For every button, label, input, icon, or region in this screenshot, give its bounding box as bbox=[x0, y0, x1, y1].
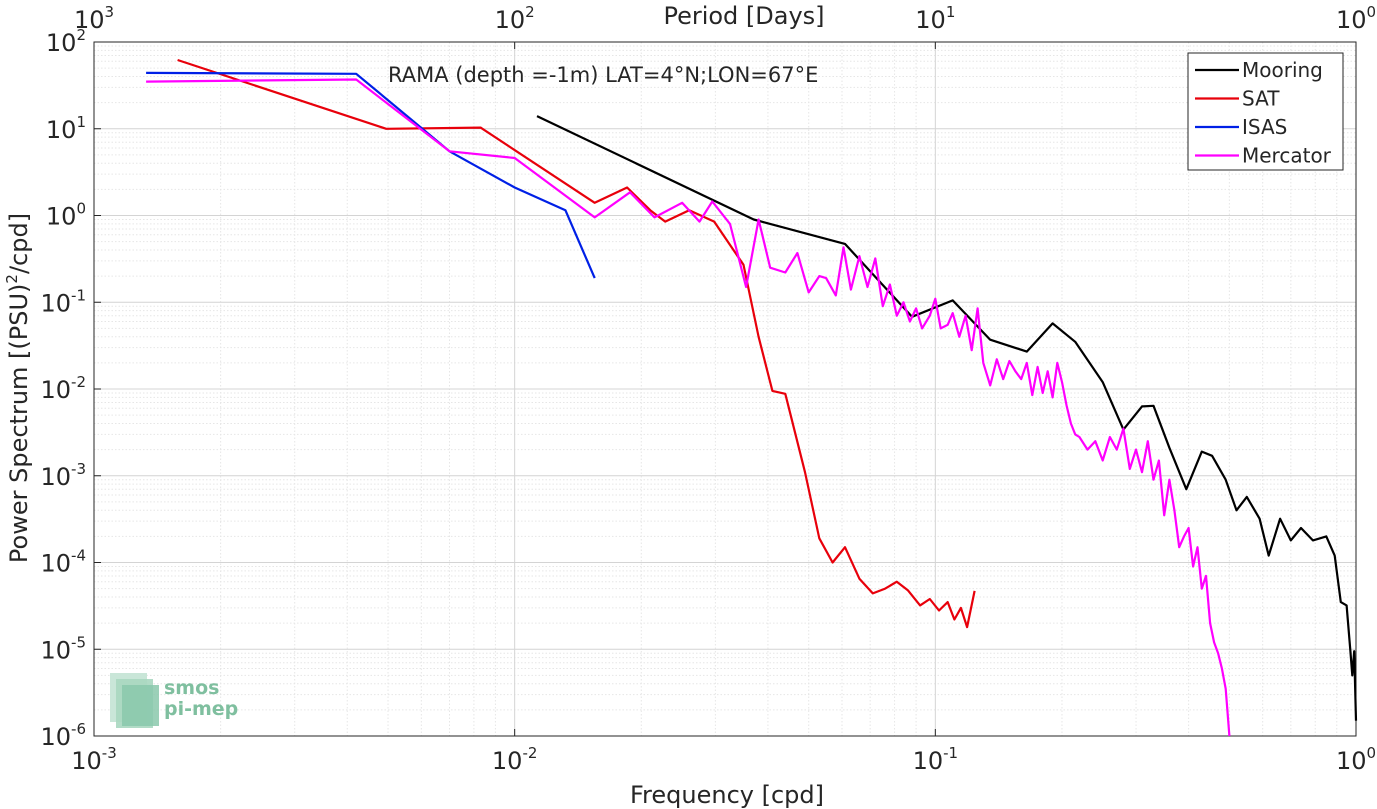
legend-label-mercator: Mercator bbox=[1242, 144, 1332, 168]
y-tick-label: 10-3 bbox=[40, 460, 86, 491]
legend-label-sat: SAT bbox=[1242, 87, 1280, 111]
y-tick-label: 10-6 bbox=[40, 720, 86, 751]
series-line-mercator bbox=[146, 78, 1231, 737]
legend-label-isas: ISAS bbox=[1242, 115, 1287, 139]
y-tick-label: 10-2 bbox=[40, 373, 86, 404]
y-tick-label: 10-1 bbox=[40, 286, 86, 317]
x-tick-label: 100 bbox=[1336, 744, 1376, 775]
y-tick-label: 100 bbox=[46, 200, 86, 231]
top-tick-label: 100 bbox=[1336, 3, 1376, 34]
x-axis-label: Frequency [cpd] bbox=[630, 781, 824, 809]
legend: Mooring SAT ISAS Mercator bbox=[1187, 52, 1344, 171]
top-tick-label: 102 bbox=[495, 3, 535, 34]
plot-annotation: RAMA (depth =-1m) LAT=4°N;LON=67°E bbox=[388, 63, 818, 87]
y-axis-label-main: Power Spectrum [(PSU) bbox=[5, 284, 33, 563]
smos-pi-mep-logo: smos pi-mep bbox=[110, 673, 238, 728]
y-tick-label: 10-4 bbox=[40, 547, 86, 578]
series-line-sat bbox=[177, 58, 976, 629]
series-layer bbox=[146, 58, 1358, 737]
y-axis-label-tail: /cpd] bbox=[5, 213, 33, 274]
logo-text-smos: smos bbox=[164, 677, 219, 699]
x-tick-label: 10-2 bbox=[492, 744, 538, 775]
top-tick-label: 101 bbox=[915, 3, 955, 34]
legend-box bbox=[1187, 52, 1344, 171]
top-tick-label: 103 bbox=[74, 3, 114, 34]
y-axis-label: Power Spectrum [(PSU)2/cpd] bbox=[3, 213, 33, 563]
series-line-mooring bbox=[536, 115, 1358, 721]
y-tick-label: 102 bbox=[46, 26, 86, 57]
series-line-isas bbox=[146, 71, 596, 279]
x-tick-label: 10-3 bbox=[71, 744, 117, 775]
y-tick-label: 101 bbox=[46, 113, 86, 144]
logo-layer-front bbox=[122, 685, 159, 726]
logo-text-pimep: pi-mep bbox=[164, 698, 238, 720]
top-axis-label: Period [Days] bbox=[663, 2, 824, 30]
y-tick-label: 10-5 bbox=[40, 633, 86, 664]
y-axis-label-sup: 2 bbox=[3, 274, 21, 284]
x-tick-label: 10-1 bbox=[913, 744, 959, 775]
legend-label-mooring: Mooring bbox=[1242, 58, 1323, 82]
